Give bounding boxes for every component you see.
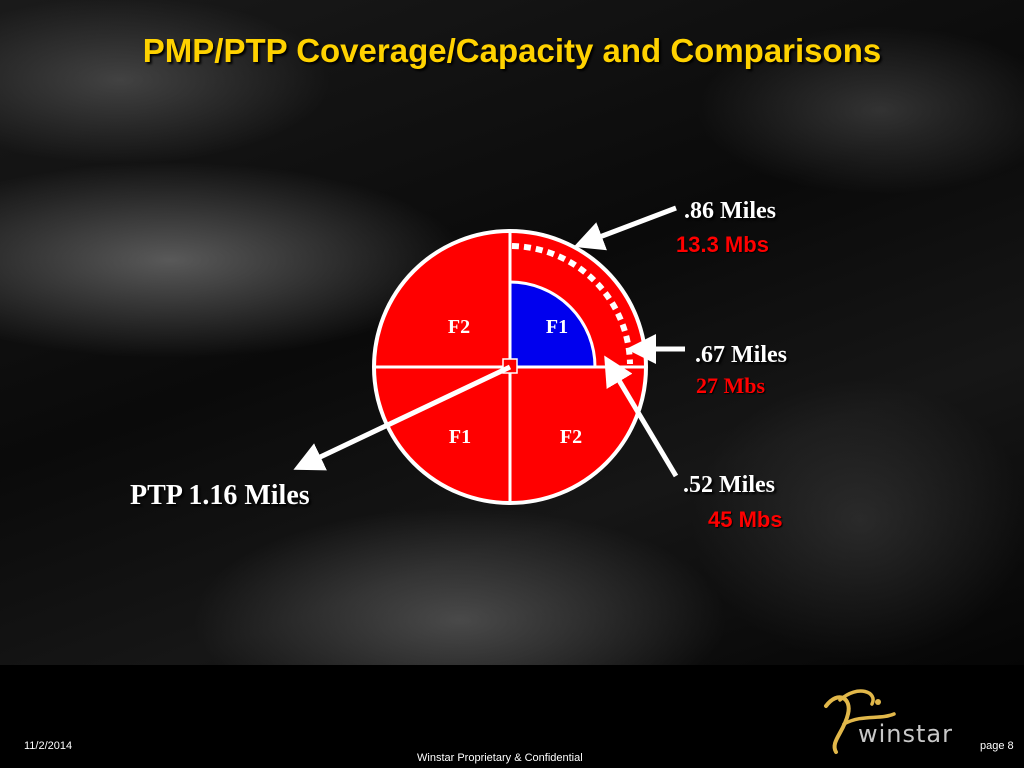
arrow-outer: [573, 205, 677, 251]
ptp-distance-label: PTP 1.16 Miles: [130, 480, 310, 511]
inner-sector-f1: [508, 280, 597, 369]
middle-distance-label: .67 Miles: [695, 342, 787, 368]
sector-label-top-left: F2: [448, 316, 470, 338]
outer-distance-label: .86 Miles: [684, 198, 776, 224]
arrow-ptp: [293, 364, 512, 471]
outer-capacity-label: 13.3 Mbs: [676, 232, 769, 257]
footer-page-number: page 8: [980, 740, 1014, 752]
inner-capacity-label: 45 Mbs: [708, 507, 783, 532]
winstar-logo: winstar: [818, 680, 952, 760]
sector-label-top-right: F1: [546, 316, 568, 338]
inner-distance-label: .52 Miles: [683, 472, 775, 498]
footer-date: 11/2/2014: [24, 740, 73, 752]
arrow-inner: [604, 355, 679, 478]
winstar-logo-text: winstar: [858, 720, 953, 748]
sector-label-bottom-right: F2: [560, 426, 582, 448]
footer-bar: [0, 665, 1024, 768]
winstar-logo-mark: [824, 689, 896, 754]
sector-label-bottom-left: F1: [449, 426, 471, 448]
footer-confidential: Winstar Proprietary & Confidential: [417, 752, 583, 764]
middle-capacity-label: 27 Mbs: [696, 373, 766, 398]
slide-title: PMP/PTP Coverage/Capacity and Comparison…: [142, 32, 882, 69]
